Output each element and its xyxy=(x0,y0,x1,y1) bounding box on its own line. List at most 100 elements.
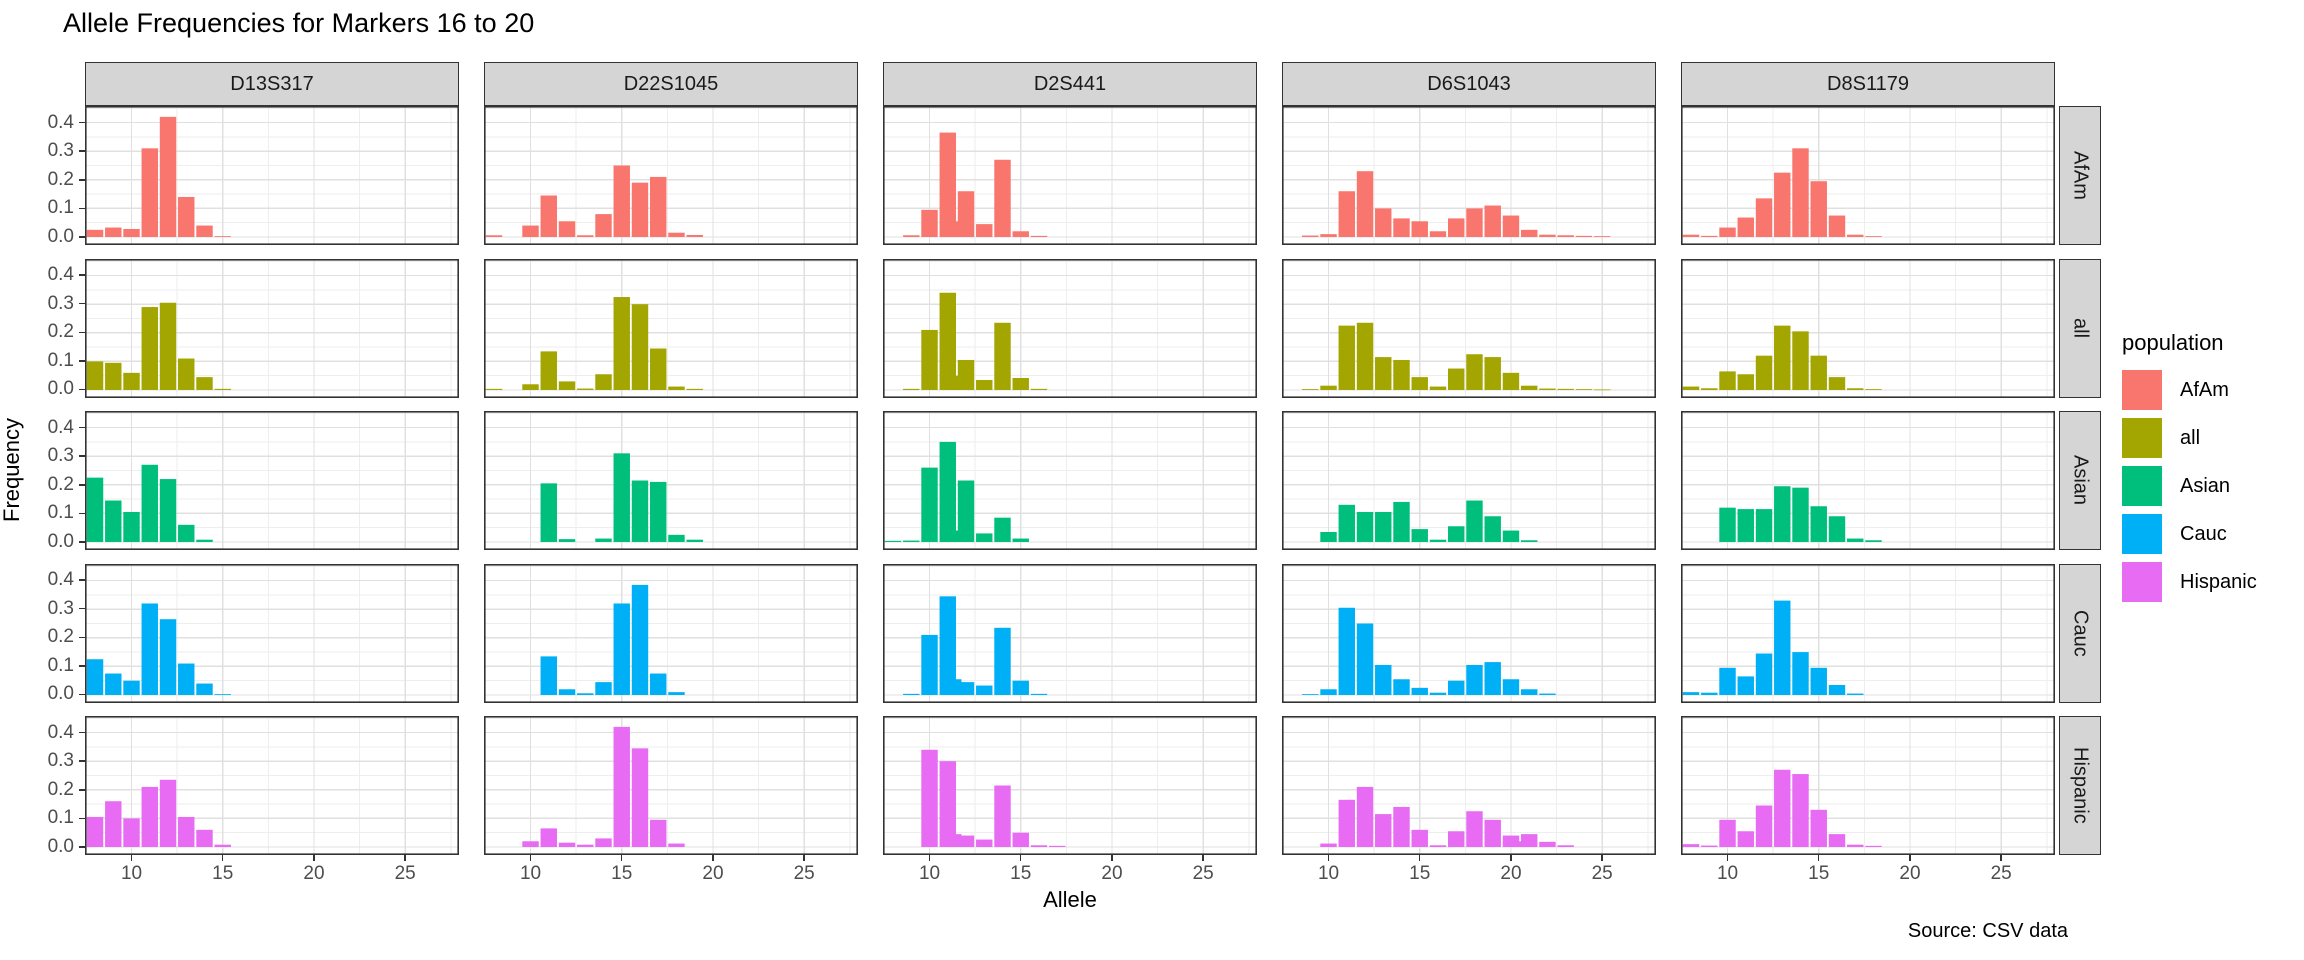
x-tick-label: 15 xyxy=(212,863,234,884)
bar-allele-11 xyxy=(141,602,158,695)
facet-column-strip: D2S441 xyxy=(883,62,1257,106)
facet-panel-D22S1045-all xyxy=(484,258,858,398)
bar-allele-9 xyxy=(1302,693,1319,695)
panel-border xyxy=(85,563,459,703)
y-tick-label: 0.2 xyxy=(47,626,74,648)
bar-allele-11.3 xyxy=(945,221,962,237)
bar-allele-14 xyxy=(994,627,1011,695)
bar-allele-10 xyxy=(1320,234,1337,237)
bar-allele-11 xyxy=(141,786,158,847)
y-tick-label: 0.0 xyxy=(47,530,74,552)
bar-allele-10 xyxy=(1320,688,1337,695)
bar-allele-14 xyxy=(1393,218,1410,237)
bar-allele-11 xyxy=(540,828,557,847)
facet-panel-D22S1045-Hispanic xyxy=(484,716,858,855)
bar-allele-13 xyxy=(1774,486,1791,542)
y-tick-mark xyxy=(79,693,85,696)
bar-allele-12 xyxy=(1356,322,1374,390)
y-tick-label: 0.3 xyxy=(47,597,74,619)
bar-allele-11 xyxy=(1338,191,1355,237)
bar-allele-15 xyxy=(214,388,231,390)
bar-allele-22 xyxy=(1539,234,1556,237)
bar-allele-18 xyxy=(668,232,685,237)
facet-panel-D2S441-Cauc xyxy=(883,563,1257,703)
facet-column-strip: D22S1045 xyxy=(484,62,858,106)
y-tick-label: 0.0 xyxy=(47,683,74,705)
bar-allele-14 xyxy=(1393,806,1410,847)
y-tick-mark xyxy=(79,236,85,238)
bar-allele-17 xyxy=(650,348,667,390)
bar-allele-8 xyxy=(1682,234,1700,237)
bar-allele-15 xyxy=(1012,377,1029,390)
bar-allele-20.3 xyxy=(1508,841,1525,847)
panel-background xyxy=(1681,716,2055,855)
panel-background xyxy=(883,106,1257,245)
y-tick-mark xyxy=(79,388,85,391)
bar-allele-13 xyxy=(1375,664,1392,695)
facet-panel-D2S441-Hispanic xyxy=(883,716,1257,855)
y-tick-mark xyxy=(79,665,85,667)
panel-border xyxy=(883,563,1257,703)
panel-background xyxy=(484,716,858,855)
bar-allele-10 xyxy=(1719,667,1736,695)
bar-allele-11 xyxy=(939,292,956,390)
bar-allele-10 xyxy=(1320,531,1337,542)
bar-allele-11 xyxy=(540,350,557,390)
bar-allele-22 xyxy=(1539,693,1556,695)
facet-panel-D2S441-AfAm xyxy=(883,106,1257,245)
x-tick-label: 10 xyxy=(519,863,542,884)
panel-border xyxy=(1282,106,1656,245)
bar-allele-17 xyxy=(1847,387,1864,390)
x-tick-mark xyxy=(1726,855,1729,861)
bar-allele-14 xyxy=(595,681,612,695)
bar-allele-12 xyxy=(1356,786,1374,847)
bar-allele-16 xyxy=(631,584,649,695)
x-tick-label: 25 xyxy=(394,863,416,884)
bar-allele-15 xyxy=(1810,506,1827,542)
panel-border xyxy=(883,716,1257,855)
bar-allele-17 xyxy=(1049,845,1066,847)
y-tick-mark xyxy=(79,331,85,334)
bar-allele-19 xyxy=(1484,356,1501,390)
bar-allele-12 xyxy=(159,618,177,695)
y-tick-mark xyxy=(79,541,85,543)
bar-allele-11 xyxy=(1338,799,1355,847)
x-tick-mark xyxy=(1601,855,1603,861)
bar-allele-14 xyxy=(1393,678,1410,695)
bar-allele-9 xyxy=(1302,235,1319,237)
bar-allele-14 xyxy=(994,159,1011,237)
x-tick-label: 10 xyxy=(918,863,941,884)
bar-allele-8 xyxy=(86,658,104,695)
bar-allele-15 xyxy=(1810,181,1827,237)
panel-border xyxy=(484,411,858,550)
bar-allele-14 xyxy=(595,538,612,542)
bar-allele-11 xyxy=(540,483,557,542)
x-tick-mark xyxy=(1510,855,1512,861)
panel-background xyxy=(484,258,858,398)
bar-allele-11.3 xyxy=(945,530,962,542)
bar-allele-14 xyxy=(1792,774,1809,847)
bar-allele-13 xyxy=(178,358,195,390)
panel-border xyxy=(1681,106,2055,245)
bar-allele-12 xyxy=(1755,805,1773,847)
bar-allele-14 xyxy=(595,373,612,390)
bar-allele-18 xyxy=(1466,353,1483,390)
bar-allele-16 xyxy=(1030,388,1048,390)
panel-border xyxy=(1681,563,2055,703)
bar-allele-16 xyxy=(1030,235,1048,237)
bar-allele-10 xyxy=(1719,819,1736,847)
y-tick-label: 0.1 xyxy=(47,197,74,219)
y-tick-mark xyxy=(79,179,85,181)
panel-background xyxy=(883,258,1257,398)
bar-allele-15 xyxy=(214,236,231,237)
bar-allele-17 xyxy=(1448,526,1465,542)
bar-allele-16 xyxy=(1828,376,1846,390)
panel-background xyxy=(85,106,459,245)
bar-allele-17 xyxy=(1847,538,1864,542)
bar-allele-19 xyxy=(686,234,703,237)
panel-background xyxy=(85,411,459,550)
y-tick-label: 0.1 xyxy=(47,807,74,829)
panel-background xyxy=(484,411,858,550)
panel-border xyxy=(1282,563,1656,703)
bar-allele-15 xyxy=(613,296,630,390)
